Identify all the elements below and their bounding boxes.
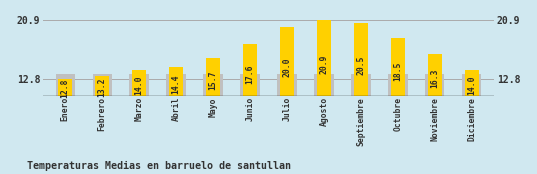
Bar	[388, 74, 408, 96]
Bar	[317, 20, 331, 96]
Bar	[243, 44, 257, 96]
Bar	[55, 74, 75, 96]
Text: 20.5: 20.5	[357, 56, 366, 75]
Bar	[314, 74, 333, 96]
Bar	[465, 70, 479, 96]
Bar	[206, 58, 220, 96]
Bar	[204, 74, 223, 96]
Text: 18.5: 18.5	[394, 62, 402, 81]
Bar	[241, 74, 259, 96]
Bar	[354, 23, 368, 96]
Bar	[129, 74, 149, 96]
Bar	[166, 74, 186, 96]
Bar	[169, 68, 183, 96]
Bar	[280, 27, 294, 96]
Bar	[391, 38, 405, 96]
Bar	[425, 74, 445, 96]
Bar	[462, 74, 482, 96]
Bar	[428, 54, 442, 96]
Bar	[58, 79, 72, 96]
Bar	[95, 76, 109, 96]
Bar	[132, 70, 146, 96]
Text: 20.0: 20.0	[282, 57, 292, 77]
Text: 14.0: 14.0	[135, 75, 143, 95]
Text: Temperaturas Medias en barruelo de santullan: Temperaturas Medias en barruelo de santu…	[27, 160, 291, 171]
Text: 14.4: 14.4	[171, 74, 180, 94]
Text: 16.3: 16.3	[430, 68, 439, 88]
Text: 14.0: 14.0	[467, 75, 476, 95]
Text: 20.9: 20.9	[320, 54, 329, 74]
Bar	[278, 74, 296, 96]
Text: 17.6: 17.6	[245, 64, 255, 84]
Bar	[351, 74, 371, 96]
Text: 15.7: 15.7	[208, 70, 217, 90]
Text: 13.2: 13.2	[98, 78, 107, 97]
Bar	[92, 74, 112, 96]
Text: 12.8: 12.8	[61, 79, 70, 98]
